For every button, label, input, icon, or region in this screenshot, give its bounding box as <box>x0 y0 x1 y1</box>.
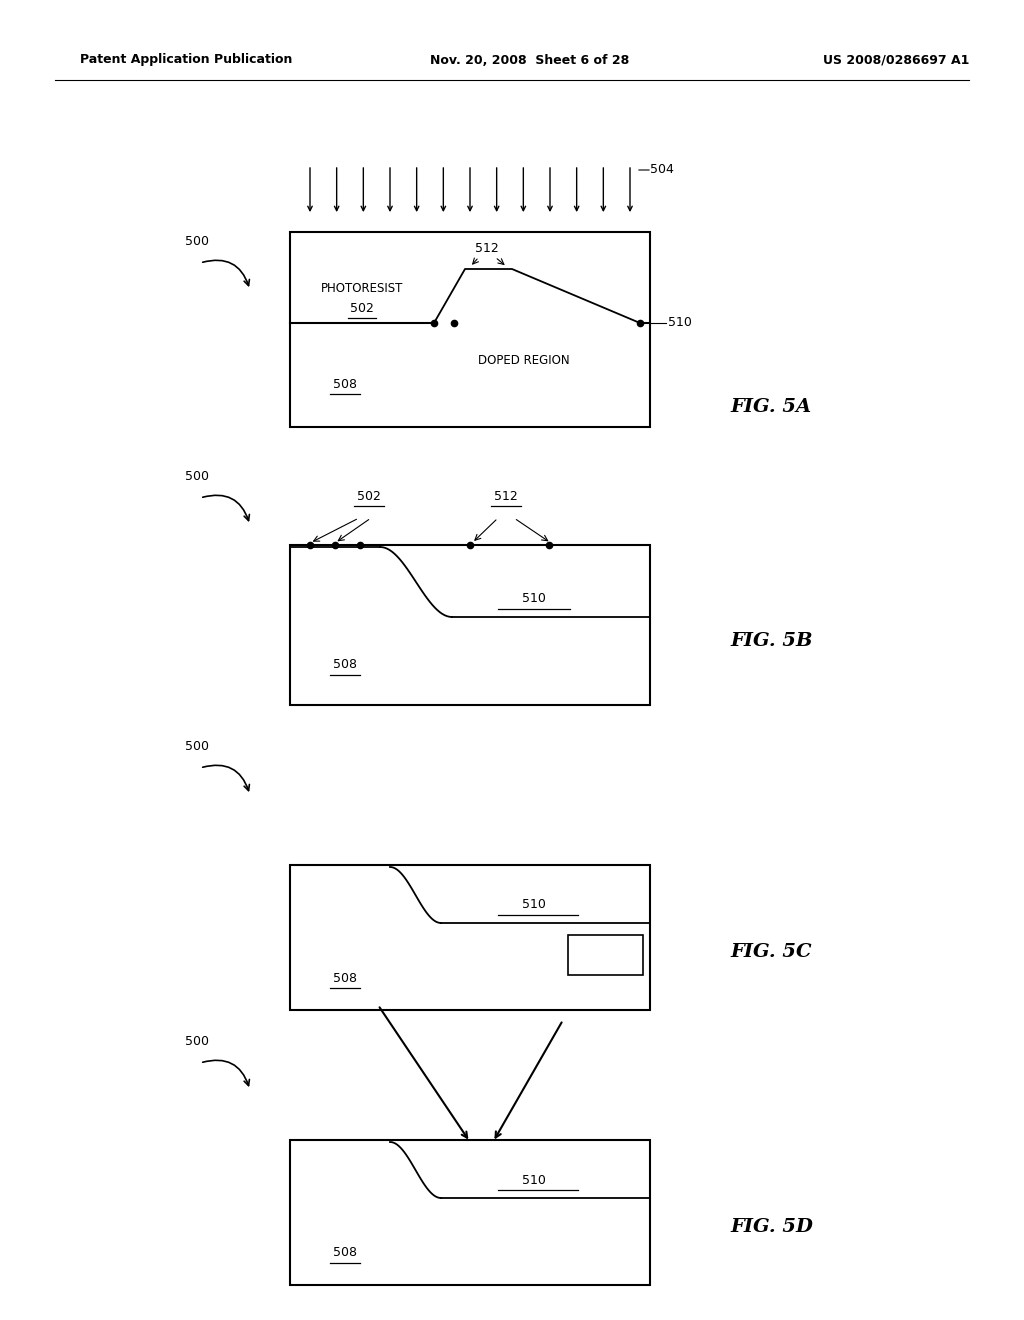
Text: 504: 504 <box>650 162 674 176</box>
Text: 510: 510 <box>522 593 546 606</box>
Text: 510: 510 <box>522 899 546 912</box>
Text: FIG. 5D: FIG. 5D <box>730 1218 813 1236</box>
Text: 512: 512 <box>475 242 499 255</box>
Text: 500: 500 <box>185 235 209 248</box>
Text: 500: 500 <box>185 470 209 483</box>
Text: FIG. 5B: FIG. 5B <box>730 632 812 649</box>
Text: 508: 508 <box>333 659 357 672</box>
Text: 510: 510 <box>522 1173 546 1187</box>
Text: 510: 510 <box>668 317 692 330</box>
Text: US 2008/0286697 A1: US 2008/0286697 A1 <box>822 54 969 66</box>
Text: 502: 502 <box>357 490 381 503</box>
Text: 508: 508 <box>333 1246 357 1259</box>
Text: FIG. 5A: FIG. 5A <box>730 399 811 416</box>
Bar <box>290 865 650 1010</box>
Text: 508: 508 <box>333 972 357 985</box>
Text: 502: 502 <box>350 301 374 314</box>
Text: Nov. 20, 2008  Sheet 6 of 28: Nov. 20, 2008 Sheet 6 of 28 <box>430 54 630 66</box>
Bar <box>568 935 643 975</box>
Text: FIG. 5C: FIG. 5C <box>730 942 811 961</box>
Text: PHOTORESIST: PHOTORESIST <box>321 281 403 294</box>
Bar <box>290 232 650 426</box>
Text: 512: 512 <box>495 490 518 503</box>
Text: 500: 500 <box>185 741 209 752</box>
Text: 508: 508 <box>333 378 357 391</box>
Text: DOPED REGION: DOPED REGION <box>478 355 569 367</box>
Text: 500: 500 <box>185 1035 209 1048</box>
Bar <box>290 545 650 705</box>
Bar <box>290 1140 650 1284</box>
Text: Patent Application Publication: Patent Application Publication <box>80 54 293 66</box>
